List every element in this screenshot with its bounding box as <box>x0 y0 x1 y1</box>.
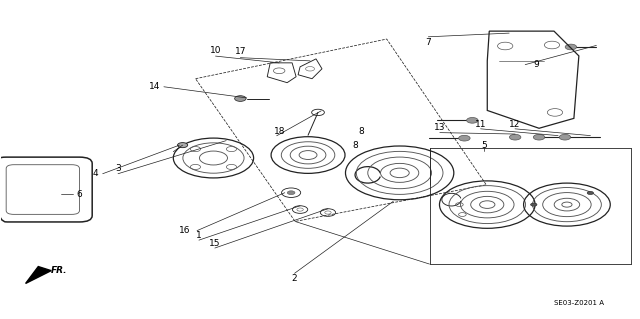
Text: 13: 13 <box>434 123 445 132</box>
Circle shape <box>565 44 577 50</box>
Circle shape <box>533 134 545 140</box>
Polygon shape <box>26 267 51 284</box>
Text: 17: 17 <box>235 48 246 56</box>
Text: FR.: FR. <box>51 266 68 275</box>
Circle shape <box>587 191 593 195</box>
Text: 16: 16 <box>179 226 190 235</box>
Text: 1: 1 <box>196 231 202 240</box>
Circle shape <box>235 96 246 101</box>
Text: 6: 6 <box>77 190 83 199</box>
Text: 18: 18 <box>274 127 285 136</box>
Circle shape <box>467 117 478 123</box>
Circle shape <box>177 143 188 148</box>
Text: 5: 5 <box>481 141 487 150</box>
Text: 3: 3 <box>115 165 121 174</box>
Text: 11: 11 <box>475 120 486 129</box>
Text: 15: 15 <box>209 239 221 248</box>
Text: 8: 8 <box>352 141 358 150</box>
Circle shape <box>559 134 571 140</box>
Circle shape <box>459 135 470 141</box>
Circle shape <box>509 134 521 140</box>
Text: 9: 9 <box>534 60 540 69</box>
Text: SE03-Z0201 A: SE03-Z0201 A <box>554 300 604 306</box>
Text: 2: 2 <box>292 274 298 283</box>
Circle shape <box>287 191 295 195</box>
Text: 7: 7 <box>426 38 431 47</box>
Text: 10: 10 <box>210 46 221 55</box>
Text: 14: 14 <box>148 82 160 91</box>
Text: 4: 4 <box>92 169 98 178</box>
Text: 12: 12 <box>509 120 521 129</box>
Circle shape <box>531 203 537 206</box>
Text: 8: 8 <box>358 127 364 136</box>
